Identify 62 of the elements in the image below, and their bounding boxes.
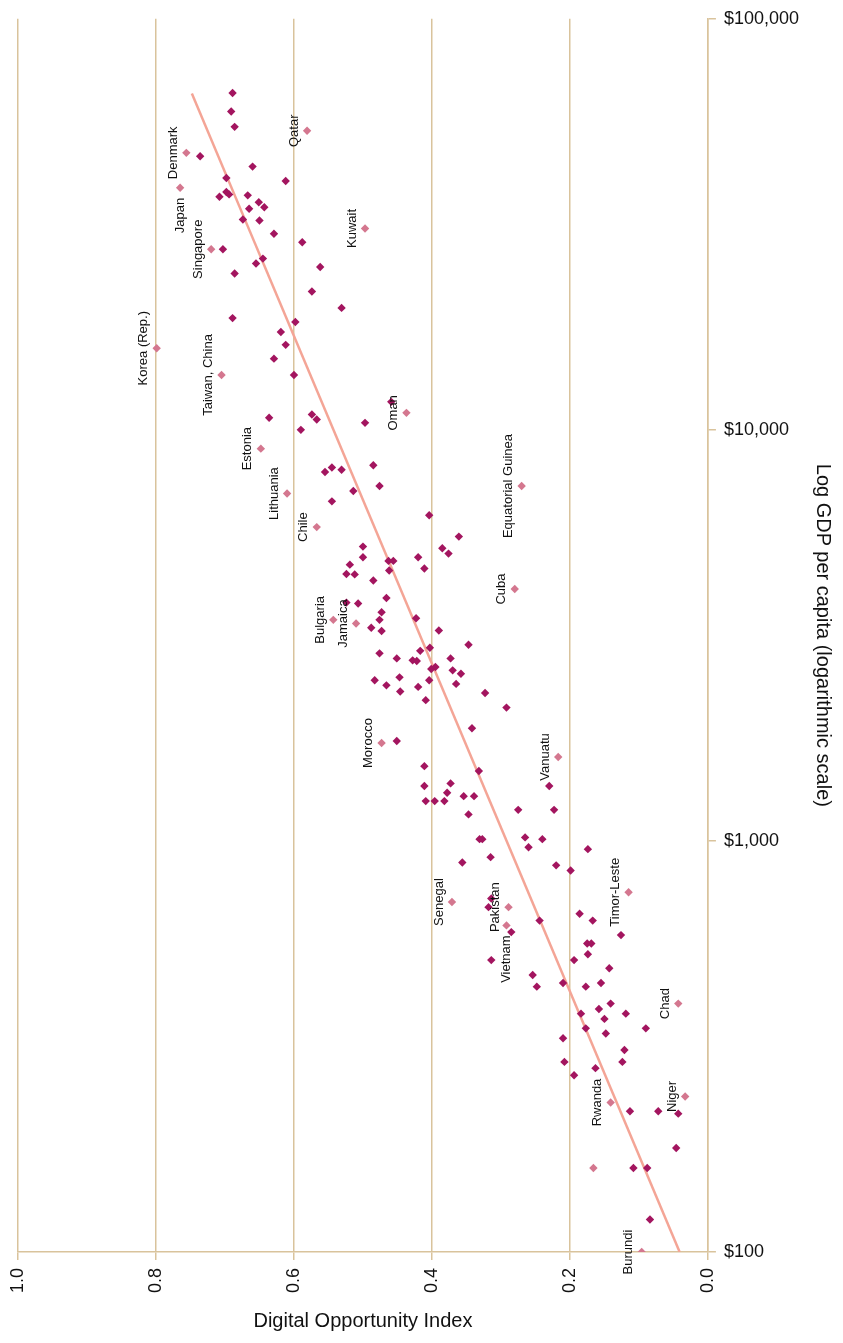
x-axis-title: Digital Opportunity Index [253,1308,473,1331]
point [510,584,519,594]
annotation: Cuba [493,572,509,605]
annotation: Qatar [285,113,301,148]
annotation: Estonia [239,426,255,471]
y-tick-label: $1,000 [723,829,779,850]
point [554,752,563,762]
point [152,344,161,353]
point [517,481,526,491]
annotation: Korea (Rep.) [135,310,151,386]
point [624,888,633,897]
point [206,245,216,254]
point [282,489,292,498]
point [256,444,266,453]
annotation: Taiwan, China [200,333,216,416]
point [217,370,226,380]
annotation: Morocco [360,718,376,768]
point [589,1163,598,1173]
x-tick-label: 0.6 [282,1267,303,1294]
annotation: Oman [385,395,401,431]
y-tick-label: $100 [723,1240,764,1261]
annotation: Vietnam [498,935,514,983]
point [182,148,191,158]
point [680,1092,690,1101]
point [351,619,361,628]
annotation: Kuwait [343,208,359,248]
annotation: Jamaica [334,598,350,648]
point [175,183,185,193]
annotation: Burundi [620,1229,636,1275]
x-tick-label: 0.4 [420,1267,441,1294]
annotation: Vanuatu [536,733,552,781]
annotation: Pakistan [487,882,503,933]
point [402,408,411,418]
y-axis-title: Log GDP per capita (logarithmic scale) [813,463,836,807]
point [329,615,338,625]
point [504,902,513,912]
y-tick-label: $100,000 [723,7,799,28]
annotation: Equatorial Guinea [500,433,516,539]
x-tick-label: 1.0 [6,1267,27,1294]
point [377,738,386,748]
point [302,126,312,135]
annotation: Denmark [164,125,180,180]
annotation: Singapore [189,219,205,279]
annotation: Timor-Leste [607,857,623,927]
annotation: Chile [295,512,311,542]
annotation: Niger [663,1080,679,1112]
annotation: Japan [171,197,187,234]
point [360,224,370,233]
x-tick-label: 0.2 [558,1267,579,1294]
point [606,1098,615,1107]
annotation: Chad [656,988,672,1020]
annotation: Bulgaria [311,595,327,644]
annotation: Lithuania [265,466,281,520]
y-tick-label: $10,000 [723,418,789,439]
point [502,921,511,930]
point [312,522,321,532]
point [447,897,457,907]
annotation: Rwanda [589,1077,605,1127]
point [674,999,683,1008]
x-tick-label: 0.8 [144,1267,165,1294]
annotation: Senegal [430,878,446,926]
x-tick-label: 0.0 [696,1267,717,1294]
